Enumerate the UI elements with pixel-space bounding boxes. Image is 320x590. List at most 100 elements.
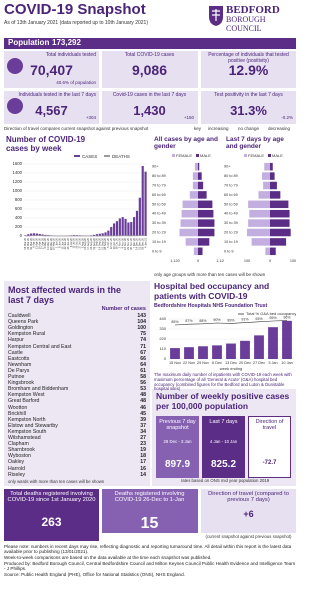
ward-count: 27 <box>140 435 146 441</box>
x-tick-label: 26 Oct 20 <box>115 237 119 249</box>
legend-swatch <box>268 154 271 157</box>
ward-count: 100 <box>137 325 146 332</box>
key-item: no change <box>238 126 260 131</box>
rate-value: 825.2 <box>210 459 237 470</box>
x-tick-label: 10 Aug 20 <box>83 237 87 249</box>
x-tick-label: 22 Nov <box>183 361 195 365</box>
snapshot-page: COVID-19 Snapshot As of 13th January 2021… <box>4 1 296 577</box>
deaths-value: 263 <box>41 515 62 529</box>
footer-note: Source: Public Health England (PHE), Off… <box>4 572 185 577</box>
legend-label: MALE <box>272 153 283 158</box>
footer-note: Week-to-week comparisons are based on th… <box>4 555 212 560</box>
value-label: 85% <box>171 320 179 324</box>
value-label: 93% <box>255 317 263 321</box>
x-tick-label: 0 <box>269 259 271 263</box>
bar <box>179 228 198 237</box>
key-label: key <box>194 126 202 131</box>
y-tick-label: 600 <box>15 206 23 211</box>
bar <box>192 181 198 190</box>
bar <box>198 247 203 256</box>
ward-name: Harpur <box>8 337 24 344</box>
chart-subtitle: Bedfordshire Hospitals NHS Foundation Tr… <box>154 303 268 309</box>
x-tick-label: 21 Sep 20 <box>100 237 104 249</box>
legend-label: CASES <box>82 154 97 159</box>
age-label: 50 to 59 <box>152 202 166 206</box>
x-tick-label: 17 Aug 20 <box>86 237 90 249</box>
bar <box>95 234 99 236</box>
bar <box>133 217 136 236</box>
ward-count: 16 <box>140 465 146 472</box>
x-tick-label: 14 Sep 20 <box>97 237 101 249</box>
y-tick-label: 1000 <box>12 188 22 193</box>
key-item: decreasing <box>268 126 291 131</box>
tile-icon <box>7 98 23 114</box>
legend-swatch <box>244 154 247 157</box>
tile-label: Total individuals tested <box>45 52 96 58</box>
y-tick-label: 0 <box>164 356 167 361</box>
bar <box>270 200 289 209</box>
ward-count: 53 <box>140 386 146 393</box>
bar <box>115 221 119 236</box>
ward-name: Wootton <box>8 404 28 411</box>
rate-box <box>156 416 199 478</box>
ward-count: 67 <box>140 349 146 356</box>
section-title: Most affected wards in the last 7 days <box>8 285 122 306</box>
key-item: increasing <box>208 126 229 131</box>
tile-label: Covid-19 cases in the last 7 days <box>112 92 187 98</box>
x-tick-label: 5 Oct 20 <box>106 237 110 247</box>
deaths-note: (current snapshot against previous snaps… <box>205 534 292 539</box>
ward-count: 64 <box>140 361 146 368</box>
x-tick-label: 7 Sep 20 <box>95 237 99 248</box>
ward-count: 75 <box>140 331 146 338</box>
deaths-label: Direction of travel (compared to previou… <box>208 491 289 504</box>
x-tick-label: 20 Jul 20 <box>75 237 79 248</box>
section-note: only wards with more than ten cases will… <box>8 479 105 484</box>
x-tick-label: 3 Jan <box>268 361 277 365</box>
ward-name: Kingsbrook <box>8 380 34 387</box>
bar <box>198 219 215 227</box>
ward-name: Elstow and Stewartby <box>8 422 58 429</box>
direction-note: Direction of travel compares current sna… <box>4 126 149 131</box>
bar <box>198 181 204 190</box>
bar <box>270 172 275 180</box>
age-label: 80 to 89 <box>152 174 166 178</box>
tile-value: 12.9% <box>228 62 269 78</box>
ward-count: 74 <box>140 337 146 344</box>
ward-name: Kempston West <box>8 392 45 399</box>
bar <box>135 210 139 236</box>
tile-change: +150 <box>183 115 194 120</box>
section-title: Hospital bed occupancy and patients with… <box>154 281 270 301</box>
x-tick-label: 22 Jun 20 <box>63 237 67 249</box>
tile-bg <box>102 51 198 88</box>
x-tick-label: 25 May 20 <box>52 237 56 250</box>
ward-name: Kempston North <box>8 416 46 423</box>
bar <box>92 234 96 236</box>
ward-name: Cauldwell <box>8 313 31 319</box>
bar <box>198 200 213 209</box>
bar <box>263 181 270 190</box>
bar <box>248 200 270 209</box>
x-tick-label: 1,120 <box>216 259 224 263</box>
tile-icon <box>7 58 23 74</box>
x-tick-label: 20 Dec <box>239 361 251 365</box>
bar <box>130 222 133 236</box>
ward-name: Clapham <box>8 441 29 448</box>
bar <box>249 209 270 218</box>
bar <box>141 165 144 236</box>
legend-swatch <box>196 154 199 157</box>
ward-count: 34 <box>140 428 146 435</box>
ward-name: Sharnbrook <box>8 447 35 454</box>
footer-note: Produced by: Bedford Borough Council, Ce… <box>4 561 296 572</box>
section-title: Number of weekly positive cases per 100,… <box>156 391 290 411</box>
bar <box>30 233 33 236</box>
rate-dates: 4 Jan - 10 Jan <box>209 439 238 444</box>
bar <box>184 347 194 359</box>
rate-label: Last 7 days <box>209 419 238 425</box>
logo-text: BOROUGH COUNCIL <box>226 15 266 33</box>
bar <box>270 247 276 256</box>
x-tick-label: 13 Dec <box>225 361 237 365</box>
wards-bg <box>4 281 150 486</box>
x-tick-label: 30 Mar 20 <box>29 237 33 249</box>
ward-name: Queens Park <box>8 319 39 326</box>
bar <box>138 197 141 236</box>
